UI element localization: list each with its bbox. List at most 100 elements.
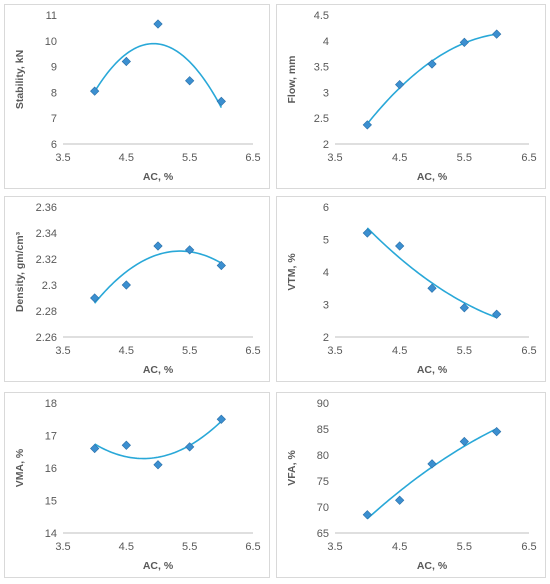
- data-point: [492, 29, 502, 39]
- data-point: [459, 436, 469, 447]
- x-tick-label: 4.5: [119, 345, 134, 357]
- y-tick-label: 7: [51, 113, 57, 125]
- data-point: [153, 19, 163, 29]
- y-tick-label: 4.5: [314, 10, 329, 22]
- y-axis-title: Flow, mm: [286, 55, 298, 103]
- y-tick-label: 5: [323, 235, 329, 247]
- x-tick-label: 3.5: [327, 152, 342, 164]
- x-tick-label: 6.5: [245, 345, 260, 357]
- data-point: [121, 440, 131, 450]
- y-tick-label: 3: [323, 87, 329, 99]
- chart-vfa: 65 70 75 80 85 90 3.5 4.5 5.5 6.5 AC, % VFA, %: [286, 398, 537, 572]
- y-tick-label: 75: [317, 476, 329, 488]
- data-point: [427, 59, 437, 69]
- y-tick-label: 2.5: [314, 113, 329, 125]
- x-axis-title: AC, %: [143, 560, 174, 572]
- data-point: [90, 293, 100, 303]
- y-tick-label: 2.32: [36, 254, 57, 266]
- data-point: [153, 241, 163, 251]
- data-point: [395, 241, 405, 251]
- x-axis-title: AC, %: [417, 560, 448, 572]
- y-tick-label: 4: [323, 267, 329, 279]
- x-axis-title: AC, %: [417, 364, 448, 376]
- chart-panel-vtm: 2 3 4 5 6 3.5 4.5 5.5 6.5 AC, % VTM, %: [276, 196, 546, 382]
- data-point: [90, 86, 100, 96]
- data-point: [216, 260, 226, 271]
- chart-panel-stability: 6 7 8 9 10 11 3.5 4.5 5.5 6.5 AC, % Stability, kN: [4, 4, 270, 189]
- y-tick-label: 2.34: [36, 228, 57, 240]
- y-tick-label: 70: [317, 502, 329, 514]
- x-tick-label: 4.5: [392, 152, 407, 164]
- data-point: [216, 414, 226, 424]
- data-point: [395, 495, 405, 505]
- x-tick-label: 6.5: [245, 152, 260, 164]
- y-axis-title: VMA, %: [14, 448, 26, 487]
- chart-panel-vfa: 65 70 75 80 85 90 3.5 4.5 5.5 6.5 AC, % VFA, %: [276, 392, 546, 578]
- y-tick-label: 2.3: [42, 280, 57, 292]
- trendline: [366, 427, 498, 520]
- data-point: [427, 283, 437, 293]
- y-tick-label: 8: [51, 87, 57, 99]
- y-axis-title: VFA, %: [286, 450, 298, 486]
- data-point: [185, 442, 195, 452]
- data-point: [427, 459, 437, 469]
- x-tick-label: 5.5: [457, 152, 472, 164]
- y-tick-label: 16: [45, 463, 57, 475]
- x-tick-label: 6.5: [521, 541, 536, 553]
- data-point: [153, 460, 163, 470]
- x-tick-label: 4.5: [392, 345, 407, 357]
- x-tick-label: 6.5: [521, 345, 536, 357]
- y-tick-label: 2.36: [36, 202, 57, 214]
- chart-density: 2.26 2.28 2.3 2.32 2.34 2.36 3.5 4.5 5.5 6.5 AC, %…: [14, 202, 261, 376]
- y-tick-label: 6: [51, 139, 57, 151]
- data-point: [362, 228, 372, 238]
- chart-panel-vma: 14 15 16 17 18 3.5 4.5 5.5 6.5 AC, % VMA, %: [4, 392, 270, 578]
- y-tick-label: 10: [45, 36, 57, 48]
- x-tick-label: 4.5: [119, 152, 134, 164]
- y-tick-label: 2: [323, 332, 329, 344]
- chart-vtm: 2 3 4 5 6 3.5 4.5 5.5 6.5 AC, % VTM, %: [286, 202, 537, 376]
- data-point: [362, 120, 372, 130]
- y-tick-label: 17: [45, 431, 57, 443]
- x-tick-label: 5.5: [182, 345, 197, 357]
- y-tick-label: 18: [45, 398, 57, 410]
- data-point: [121, 280, 131, 290]
- y-axis-title: Density, gm/cm³: [14, 231, 26, 312]
- data-point: [185, 245, 195, 255]
- x-axis-title: AC, %: [143, 364, 174, 376]
- data-point: [395, 80, 405, 90]
- x-axis-title: AC, %: [143, 171, 174, 183]
- chart-stability: 6 7 8 9 10 11 3.5 4.5 5.5 6.5 AC, % Stability, kN: [14, 10, 261, 183]
- y-tick-label: 6: [323, 202, 329, 214]
- x-tick-label: 6.5: [521, 152, 536, 164]
- x-tick-label: 3.5: [55, 152, 70, 164]
- y-axis-title: VTM, %: [286, 253, 298, 291]
- x-tick-label: 5.5: [457, 345, 472, 357]
- data-point: [459, 37, 469, 47]
- y-tick-label: 65: [317, 528, 329, 540]
- x-tick-label: 3.5: [327, 345, 342, 357]
- data-point: [492, 309, 502, 319]
- data-point: [492, 426, 502, 437]
- y-tick-label: 4: [323, 36, 329, 48]
- chart-panel-density: 2.26 2.28 2.3 2.32 2.34 2.36 3.5 4.5 5.5 6.5 AC, %…: [4, 196, 270, 382]
- y-tick-label: 90: [317, 398, 329, 410]
- y-tick-label: 2: [323, 139, 329, 151]
- trendline: [366, 227, 497, 319]
- x-axis-title: AC, %: [417, 171, 448, 183]
- data-point: [90, 443, 100, 454]
- y-tick-label: 9: [51, 62, 57, 74]
- data-point: [121, 56, 131, 67]
- x-tick-label: 5.5: [457, 541, 472, 553]
- y-tick-label: 80: [317, 450, 329, 462]
- y-tick-label: 3: [323, 300, 329, 312]
- data-point: [362, 510, 372, 520]
- x-tick-label: 6.5: [245, 541, 260, 553]
- x-tick-label: 5.5: [182, 541, 197, 553]
- trendline: [366, 33, 497, 125]
- chart-flow: 2 2.5 3 3.5 4 4.5 3.5 4.5 5.5 6.5 AC, % Flow, mm: [286, 10, 537, 183]
- y-tick-label: 11: [46, 10, 57, 22]
- x-tick-label: 3.5: [55, 345, 70, 357]
- trendline: [93, 42, 223, 108]
- data-point: [216, 96, 226, 107]
